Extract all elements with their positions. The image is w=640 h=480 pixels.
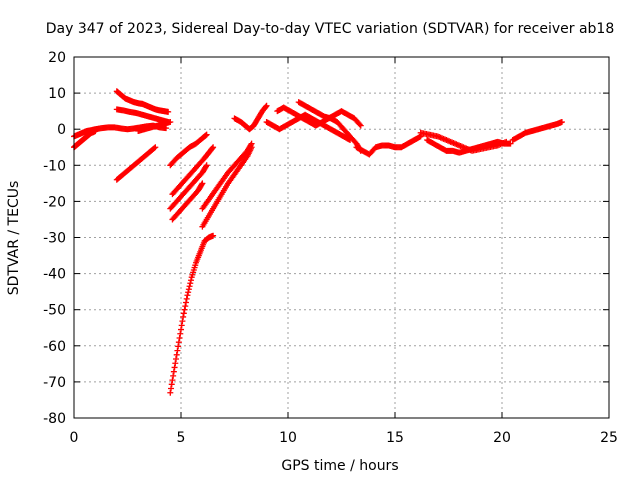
data-point-marker [175, 339, 182, 346]
data-point-marker [187, 277, 194, 284]
y-axis-label: SDTVAR / TECUs [6, 181, 22, 296]
data-point-marker [165, 108, 172, 115]
data-point-marker [172, 360, 179, 367]
data-points [71, 88, 565, 396]
data-point-marker [92, 128, 99, 135]
data-point-marker [184, 292, 191, 299]
x-axis-label: GPS time / hours [281, 458, 398, 474]
y-tick-label: 0 [57, 122, 66, 138]
data-point-marker [176, 334, 183, 341]
y-tick-label: -40 [43, 267, 66, 283]
data-point-marker [168, 381, 175, 388]
chart-title: Day 347 of 2023, Sidereal Day-to-day VTE… [46, 21, 615, 37]
data-point-marker [167, 118, 174, 125]
data-point-marker [182, 299, 189, 306]
grid-layer [73, 56, 610, 419]
data-point-marker [152, 144, 159, 151]
data-point-marker [179, 318, 186, 325]
data-point-marker [180, 313, 187, 320]
y-tick-label: 10 [48, 86, 66, 102]
x-tick-label: 5 [177, 430, 186, 446]
data-point-marker [187, 280, 194, 287]
data-point-marker [357, 122, 364, 129]
data-point-marker [170, 368, 177, 375]
data-point-marker [182, 303, 189, 310]
y-tick-label: -80 [43, 411, 66, 427]
data-point-marker [248, 140, 255, 147]
data-point-marker [503, 138, 510, 145]
data-point-marker [263, 102, 270, 109]
data-point-marker [356, 121, 363, 128]
data-point-marker [174, 347, 181, 354]
y-tick-label: -70 [43, 375, 66, 391]
data-point-marker [209, 145, 216, 152]
y-tick-label: -30 [43, 231, 66, 247]
y-tick-label: -50 [43, 303, 66, 319]
data-point-marker [173, 356, 180, 363]
data-point-marker [203, 131, 210, 138]
x-tick-label: 20 [493, 430, 511, 446]
data-point-marker [167, 389, 174, 396]
y-tick-label: -10 [43, 158, 66, 174]
x-tick-label: 25 [600, 430, 618, 446]
data-point-marker [185, 286, 192, 293]
data-point-marker [262, 103, 269, 110]
data-point-marker [203, 162, 210, 169]
x-tick-labels: 0 5 10 15 20 25 [70, 430, 618, 446]
data-point-marker [507, 140, 514, 147]
data-point-marker [183, 295, 190, 302]
x-tick-label: 15 [386, 430, 404, 446]
data-point-marker [181, 306, 188, 313]
data-point-marker [558, 118, 565, 125]
data-point-marker [171, 364, 178, 371]
data-point-marker [185, 289, 192, 296]
y-tick-labels: -80 -70 -60 -50 -40 -30 -20 -10 0 10 20 [43, 50, 66, 427]
data-point-marker [175, 343, 182, 350]
data-point-marker [173, 351, 180, 358]
plot-frame [73, 56, 610, 419]
x-tick-label: 10 [279, 430, 297, 446]
data-point-marker [210, 144, 217, 151]
data-point-marker [247, 141, 254, 148]
data-point-marker [169, 377, 176, 384]
data-point-marker [186, 283, 193, 290]
data-point-marker [202, 163, 209, 170]
data-point-marker [178, 322, 185, 329]
data-point-marker [198, 181, 205, 188]
data-point-marker [210, 232, 217, 239]
x-tick-label: 0 [70, 430, 79, 446]
data-point-marker [151, 145, 158, 152]
data-point-marker [168, 385, 175, 392]
data-point-marker [199, 180, 206, 187]
y-tick-label: -60 [43, 339, 66, 355]
data-point-marker [177, 330, 184, 337]
data-point-marker [180, 310, 187, 317]
y-tick-label: 20 [48, 50, 66, 66]
data-point-marker [170, 372, 177, 379]
y-tick-label: -20 [43, 194, 66, 210]
data-point-marker [178, 326, 184, 333]
